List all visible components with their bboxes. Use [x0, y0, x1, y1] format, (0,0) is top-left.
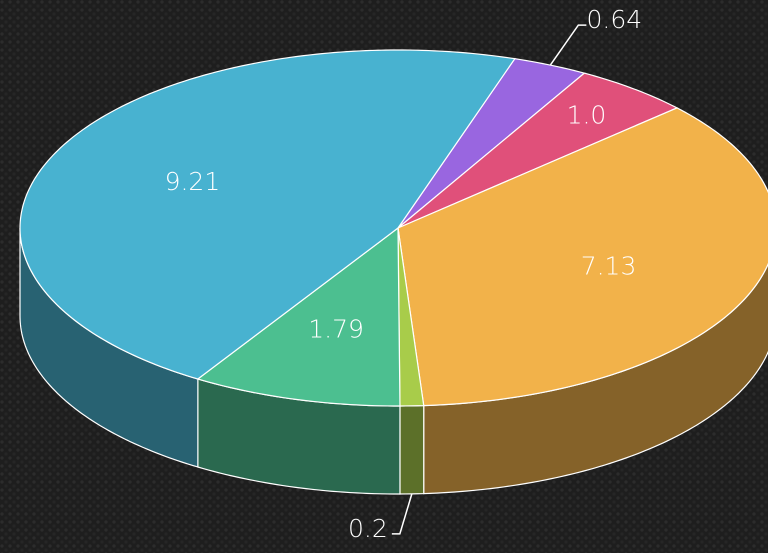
data-label: 7.13 — [581, 252, 637, 281]
pie-slice — [397, 58, 586, 229]
leader-line — [549, 24, 587, 66]
data-label: 0.2 — [348, 514, 388, 543]
pie-slice — [397, 107, 768, 407]
pie-slice — [397, 72, 679, 229]
data-label: 9.21 — [165, 167, 221, 196]
pie-slice — [19, 49, 516, 380]
data-label: 1.79 — [308, 315, 364, 344]
pie-slice — [196, 226, 401, 407]
leader-line — [391, 493, 413, 535]
data-label: 1.0 — [567, 101, 607, 130]
pie-side — [399, 404, 425, 495]
data-label: 0.64 — [587, 5, 643, 34]
